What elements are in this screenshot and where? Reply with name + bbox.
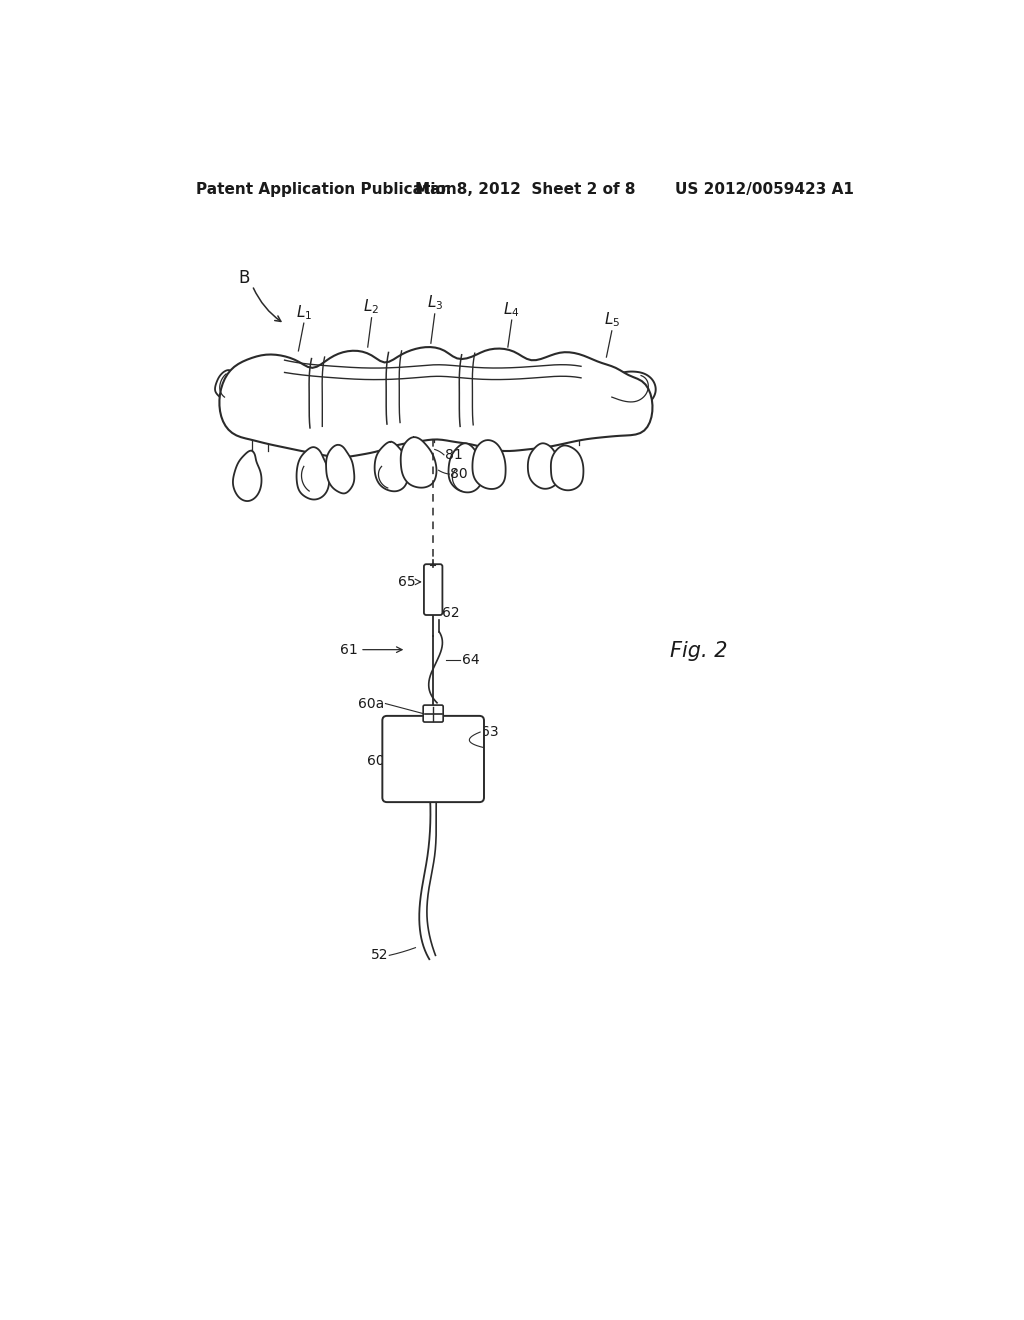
Polygon shape — [219, 347, 652, 457]
Text: 60a: 60a — [358, 697, 385, 710]
Text: $L_4$: $L_4$ — [504, 300, 520, 318]
Polygon shape — [215, 370, 240, 405]
Polygon shape — [297, 447, 330, 499]
Polygon shape — [449, 444, 482, 492]
Polygon shape — [326, 445, 354, 494]
Text: Fig. 2: Fig. 2 — [670, 642, 727, 661]
Text: 60: 60 — [367, 754, 385, 767]
Polygon shape — [600, 371, 655, 407]
Polygon shape — [232, 450, 261, 502]
Text: 81: 81 — [444, 447, 463, 462]
Text: $L_5$: $L_5$ — [604, 310, 620, 330]
Text: 62: 62 — [442, 606, 460, 619]
Text: Mar. 8, 2012  Sheet 2 of 8: Mar. 8, 2012 Sheet 2 of 8 — [415, 182, 635, 197]
FancyBboxPatch shape — [424, 564, 442, 615]
Text: $L_2$: $L_2$ — [364, 297, 380, 317]
Text: $L_1$: $L_1$ — [296, 304, 312, 322]
Polygon shape — [472, 440, 506, 488]
Text: 80: 80 — [451, 467, 468, 480]
Polygon shape — [375, 442, 409, 491]
Text: 63: 63 — [481, 725, 499, 739]
Text: 64: 64 — [462, 653, 479, 668]
Text: B: B — [239, 269, 250, 286]
Polygon shape — [551, 445, 584, 490]
Text: 52: 52 — [371, 948, 388, 962]
FancyBboxPatch shape — [423, 705, 443, 722]
Text: $L_3$: $L_3$ — [427, 294, 443, 313]
Polygon shape — [400, 437, 436, 487]
Text: 65: 65 — [398, 576, 416, 589]
Text: 61: 61 — [340, 643, 357, 656]
Polygon shape — [527, 444, 560, 488]
Text: Patent Application Publication: Patent Application Publication — [196, 182, 457, 197]
FancyBboxPatch shape — [382, 715, 484, 803]
Text: US 2012/0059423 A1: US 2012/0059423 A1 — [676, 182, 854, 197]
